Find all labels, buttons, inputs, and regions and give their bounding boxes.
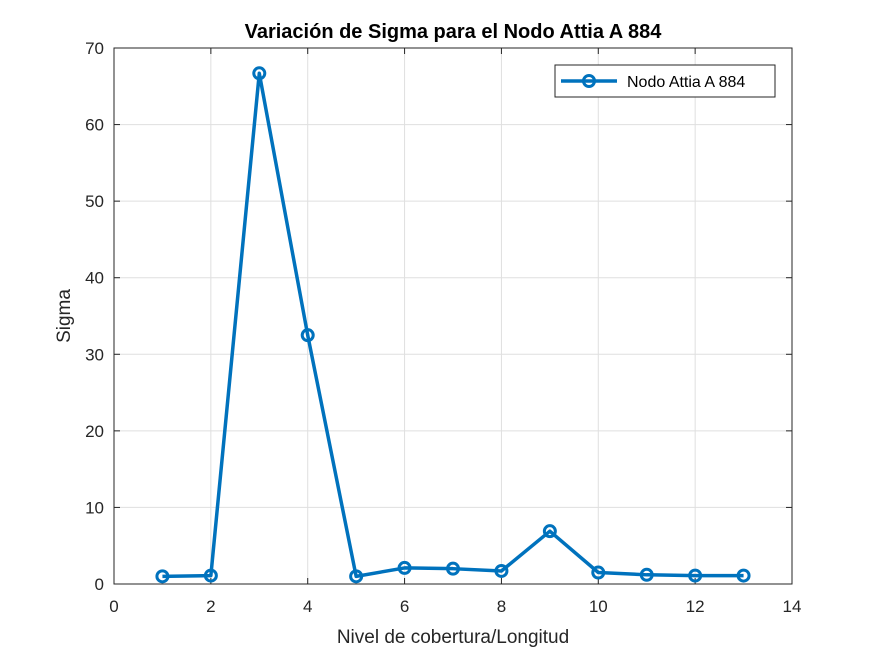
x-tick-label: 14 <box>783 597 802 616</box>
data-point <box>252 66 267 81</box>
y-axis-ticks: 0 10 20 30 40 50 60 70 <box>85 39 792 594</box>
data-point <box>397 560 412 575</box>
data-point <box>446 561 460 576</box>
series-line <box>162 71 744 579</box>
y-tick-label: 20 <box>85 422 104 441</box>
x-axis-label: Nivel de cobertura/Longitud <box>337 627 569 648</box>
y-tick-label: 60 <box>85 116 104 135</box>
x-axis-ticks: 0 2 4 6 8 10 12 14 <box>109 48 801 616</box>
x-tick-label: 12 <box>686 597 705 616</box>
data-point <box>688 568 703 583</box>
data-point <box>349 569 364 584</box>
x-tick-label: 6 <box>400 597 409 616</box>
plot-area <box>113 47 793 585</box>
data-point <box>203 568 218 583</box>
data-point <box>639 567 654 582</box>
y-tick-label: 0 <box>95 575 104 594</box>
data-point <box>591 565 606 580</box>
data-point <box>542 524 557 539</box>
legend-entry-label: Nodo Attia A 884 <box>627 74 745 91</box>
y-tick-label: 70 <box>85 39 104 58</box>
legend-marker-sample <box>582 74 596 88</box>
series-layer <box>155 66 751 584</box>
x-tick-label: 8 <box>497 597 506 616</box>
y-tick-label: 10 <box>85 498 104 517</box>
x-tick-label: 4 <box>303 597 312 616</box>
y-tick-label: 30 <box>85 345 104 364</box>
data-point <box>300 328 315 343</box>
data-point <box>494 563 509 578</box>
x-tick-label: 10 <box>589 597 608 616</box>
x-tick-label: 0 <box>109 597 118 616</box>
data-point <box>736 568 751 583</box>
legend: Nodo Attia A 884 <box>554 64 776 98</box>
x-tick-label: 2 <box>206 597 215 616</box>
chart-title: Variación de Sigma para el Nodo Attia A … <box>245 21 663 43</box>
y-axis-label: Sigma <box>54 289 75 343</box>
y-tick-label: 40 <box>85 269 104 288</box>
data-point <box>155 569 170 584</box>
grid-lines <box>113 47 793 585</box>
y-tick-label: 50 <box>85 192 104 211</box>
